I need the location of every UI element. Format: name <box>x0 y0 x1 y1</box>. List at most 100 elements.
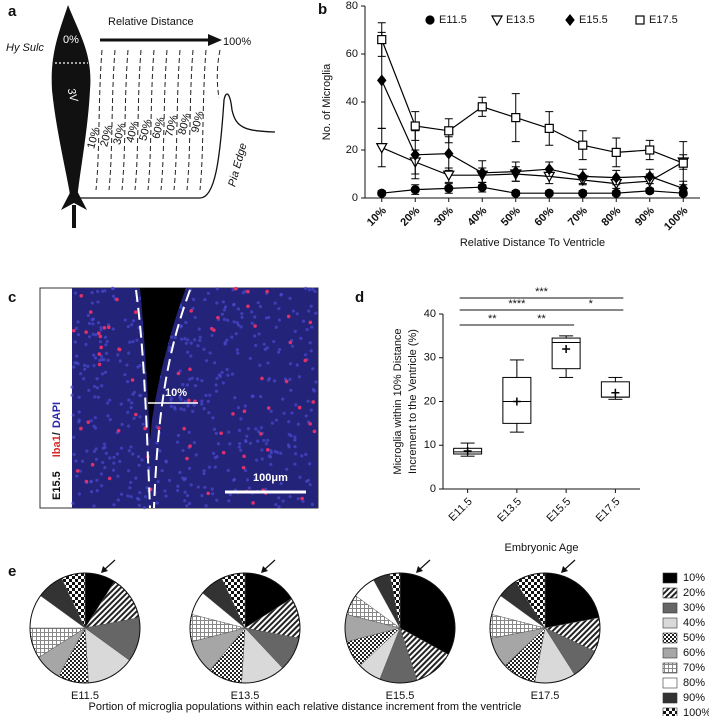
nucleus <box>296 422 300 426</box>
nucleus <box>279 451 283 455</box>
nucleus <box>253 334 257 338</box>
nucleus <box>184 341 188 345</box>
microglia <box>156 426 161 430</box>
nucleus <box>127 398 131 402</box>
nucleus <box>99 484 104 488</box>
nucleus <box>250 310 254 314</box>
microglia <box>115 297 119 302</box>
nucleus <box>239 325 243 329</box>
nucleus <box>223 305 228 309</box>
nucleus <box>228 493 232 497</box>
legend-label: 20% <box>683 587 705 599</box>
microglia <box>259 432 263 436</box>
nucleus <box>104 343 108 347</box>
microglia <box>130 378 135 382</box>
x-tick-label: 70% <box>566 205 590 229</box>
x-tick-label: 30% <box>432 205 456 229</box>
nucleus <box>211 451 216 456</box>
microglia <box>284 379 289 384</box>
nucleus <box>270 421 274 425</box>
nucleus <box>82 363 87 367</box>
legend-swatch <box>662 677 678 689</box>
increment-label: 80% <box>176 112 193 137</box>
nucleus <box>74 459 78 463</box>
nucleus <box>190 376 194 380</box>
nucleus <box>98 358 102 362</box>
panel-label: a <box>8 3 17 20</box>
microglia <box>233 286 238 291</box>
nucleus <box>308 482 312 487</box>
nucleus <box>220 312 224 316</box>
nucleus <box>276 350 281 354</box>
panel-label: d <box>355 289 364 306</box>
nucleus <box>244 438 248 443</box>
nucleus <box>178 470 182 475</box>
marker <box>377 188 387 198</box>
significance-label: ** <box>537 313 546 325</box>
nucleus <box>94 447 98 451</box>
increment-label: 60% <box>150 116 167 141</box>
nucleus <box>266 378 271 382</box>
nucleus <box>245 478 250 482</box>
nucleus <box>187 377 192 381</box>
nucleus <box>226 318 230 322</box>
nucleus <box>210 333 214 337</box>
microglia <box>97 352 102 356</box>
nucleus <box>286 443 291 447</box>
increment-line <box>134 49 142 191</box>
nucleus <box>301 499 305 503</box>
increment-line <box>160 49 168 191</box>
nucleus <box>212 427 217 431</box>
nucleus <box>138 393 142 398</box>
microglia <box>99 345 103 350</box>
nucleus <box>198 338 202 343</box>
nucleus <box>71 501 75 505</box>
ventricle-lumen <box>140 288 186 440</box>
pie-label: E15.5 <box>386 690 415 702</box>
nucleus <box>142 506 147 510</box>
nucleus <box>282 411 286 415</box>
nucleus <box>287 432 291 437</box>
pie-outline <box>489 572 601 684</box>
y-tick-label: 0 <box>352 192 358 204</box>
microglia <box>90 462 95 467</box>
nucleus <box>211 416 215 420</box>
nucleus <box>230 335 234 339</box>
nucleus <box>104 351 109 355</box>
nucleus <box>72 435 76 439</box>
nucleus <box>214 383 218 387</box>
significance-label: **** <box>508 298 526 310</box>
nucleus <box>254 477 258 481</box>
marker <box>645 145 655 155</box>
nucleus <box>102 442 107 446</box>
nucleus <box>245 434 249 438</box>
nucleus <box>197 327 201 331</box>
nucleus <box>303 353 308 357</box>
marker <box>611 188 621 198</box>
nucleus <box>164 459 168 463</box>
nucleus <box>129 495 133 499</box>
nucleus <box>277 505 281 509</box>
microglia <box>134 412 138 417</box>
nucleus <box>96 300 100 304</box>
microglia <box>84 330 88 334</box>
nucleus <box>231 288 235 292</box>
nucleus <box>92 504 96 508</box>
nucleus <box>184 320 188 325</box>
y-tick-label: 30 <box>424 352 436 364</box>
nucleus <box>278 347 282 352</box>
nucleus <box>288 494 292 499</box>
nucleus <box>137 503 141 508</box>
microglia <box>97 362 102 367</box>
microglia <box>116 428 121 433</box>
nucleus <box>293 329 297 333</box>
nucleus <box>256 439 260 443</box>
nucleus <box>191 409 195 413</box>
nucleus <box>295 363 299 367</box>
nucleus <box>175 440 180 444</box>
nucleus <box>89 480 93 484</box>
y-tick-label: 20 <box>346 144 358 156</box>
mean <box>611 388 620 397</box>
nucleus <box>169 404 173 408</box>
nucleus <box>112 503 116 507</box>
